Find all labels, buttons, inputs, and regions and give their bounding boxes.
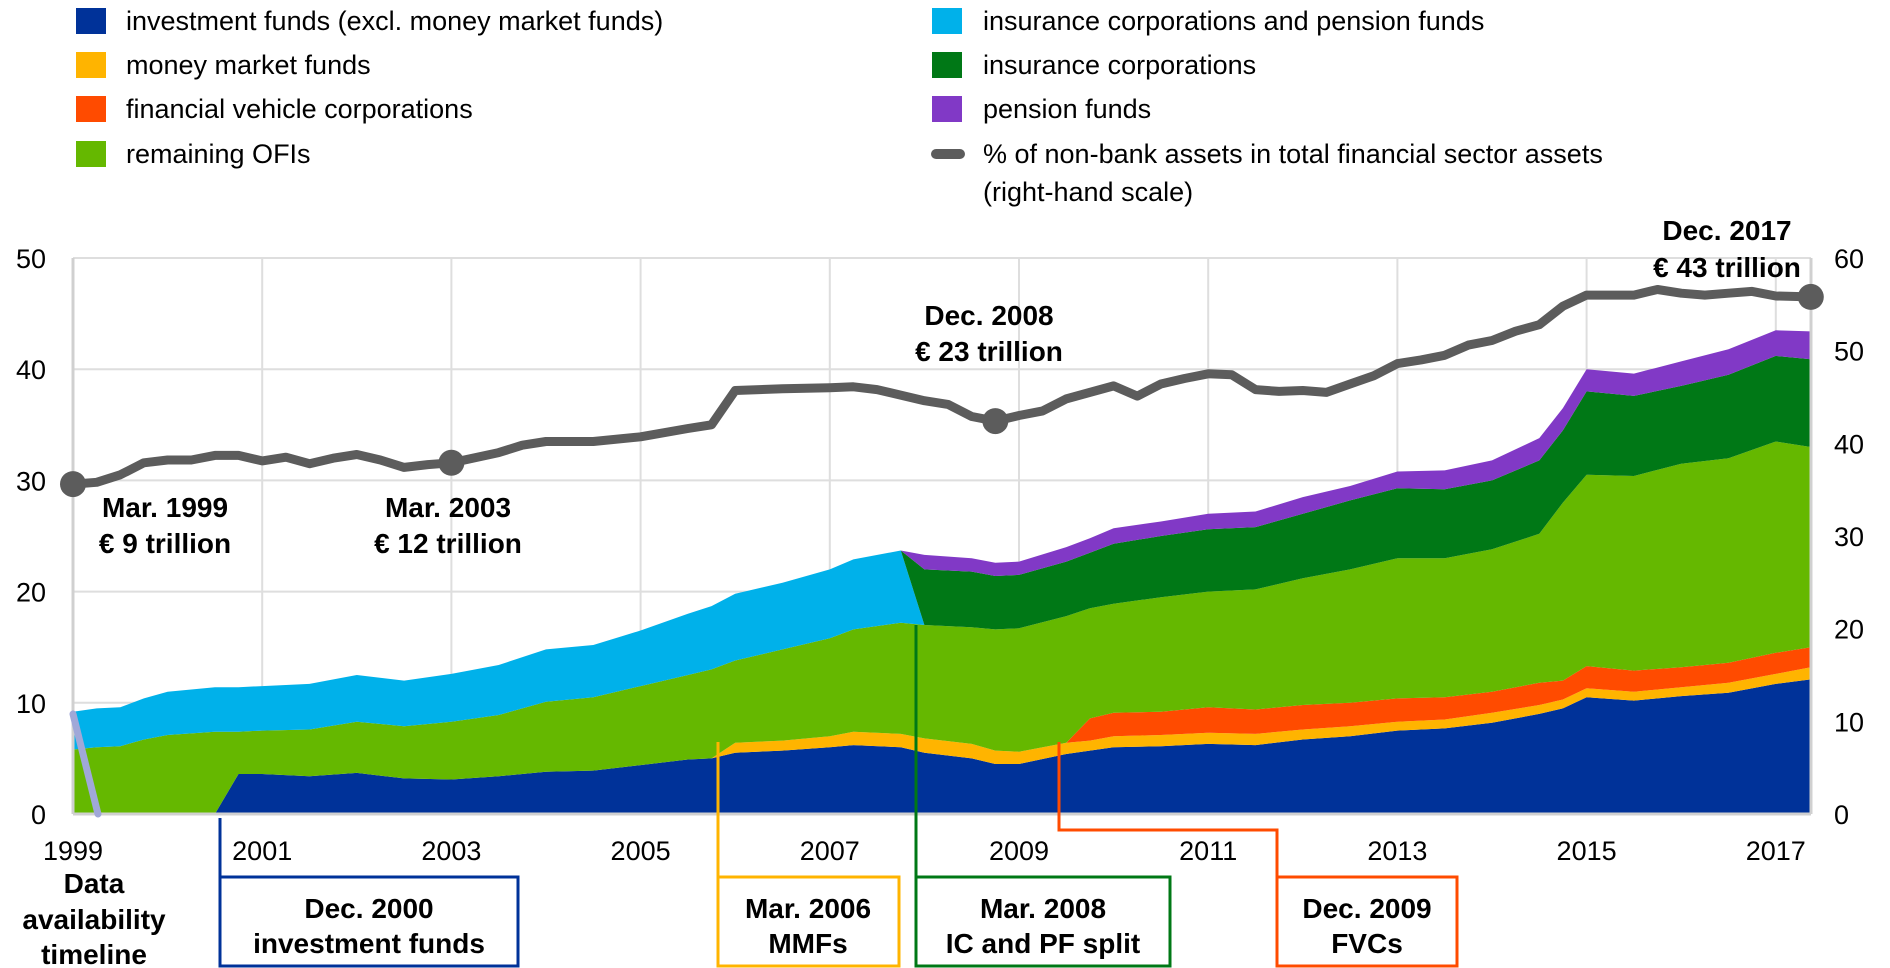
y-left-tick-label: 40 <box>16 355 46 385</box>
legend-label-pension: pension funds <box>983 94 1151 124</box>
area-insurance-corporations <box>900 355 1811 630</box>
x-tick-label: 2003 <box>421 836 481 866</box>
timeline-label-2: availability <box>22 904 166 935</box>
area-remaining-ofis <box>73 441 1811 814</box>
share-line-group <box>60 283 1824 498</box>
y-right-tick-label: 40 <box>1834 429 1864 459</box>
annotation-dec2017-date: Dec. 2017 <box>1662 215 1791 246</box>
legend-label-money-market-funds: money market funds <box>126 50 371 80</box>
y-left-tick-label: 0 <box>31 800 46 830</box>
annotation-dec2008-date: Dec. 2008 <box>924 300 1053 331</box>
y-left-tick-label: 50 <box>16 244 46 274</box>
timeline-box-dec2009-label: FVCs <box>1331 928 1403 959</box>
timeline-box-dec2000 <box>218 875 520 968</box>
legend-label-share-line-2: (right-hand scale) <box>983 177 1193 207</box>
x-tick-label: 2001 <box>232 836 292 866</box>
timeline-box-dec2000-date: Dec. 2000 <box>304 893 433 924</box>
timeline-box-mar2006 <box>716 875 901 968</box>
legend-label-icpf: insurance corporations and pension funds <box>983 6 1484 36</box>
area-pension-funds <box>900 330 1811 576</box>
annotation-mar2003-date: Mar. 2003 <box>385 492 511 523</box>
legend-swatch-remaining-ofis <box>76 141 106 167</box>
area-insurance-corporations-and-pension-funds <box>73 550 925 750</box>
annotation-dec2017-value: € 43 trillion <box>1653 252 1801 283</box>
legend-swatch-fvc <box>76 96 106 122</box>
x-tick-label: 2005 <box>611 836 671 866</box>
timeline-box-dec2000-label: investment funds <box>253 928 485 959</box>
area-financial-vehicle-corporations <box>1066 647 1811 743</box>
y-right-tick-label: 20 <box>1834 615 1864 645</box>
share-line-marker <box>438 449 465 476</box>
y-left-tick-label: 20 <box>16 578 46 608</box>
x-tick-label: 2011 <box>1179 836 1237 866</box>
y-left-tick-label: 10 <box>16 689 46 719</box>
legend: investment funds (excl. money market fun… <box>76 6 1603 207</box>
axes: 0 10 20 30 40 50 0 10 20 30 40 50 60 1999 2001 2003 2005… <box>16 244 1864 866</box>
legend-swatch-investment-funds <box>76 8 106 34</box>
annotations: Mar. 1999 € 9 trillion Mar. 2003 € 12 tr… <box>99 215 1801 559</box>
annotation-mar1999-value: € 9 trillion <box>99 528 231 559</box>
legend-swatch-icpf <box>932 8 962 34</box>
y-right-tick-label: 30 <box>1834 522 1864 552</box>
x-tick-label: 2015 <box>1557 836 1617 866</box>
annotation-mar2003-value: € 12 trillion <box>374 528 522 559</box>
annotation-dec2008-value: € 23 trillion <box>915 336 1063 367</box>
x-tick-label: 2009 <box>989 836 1049 866</box>
legend-label-remaining-ofis: remaining OFIs <box>126 139 311 169</box>
availability-timeline: Data availability timeline Dec. 2000 inv… <box>22 625 1459 968</box>
data-availability-line <box>69 710 102 818</box>
share-line-marker <box>982 408 1009 435</box>
legend-label-insurance: insurance corporations <box>983 50 1256 80</box>
timeline-label-3: timeline <box>41 939 147 968</box>
timeline-box-mar2008-label: IC and PF split <box>946 928 1140 959</box>
legend-swatch-pension <box>932 96 962 122</box>
legend-swatch-insurance <box>932 52 962 78</box>
y-right-tick-label: 50 <box>1834 337 1864 367</box>
stacked-areas <box>73 330 1811 814</box>
y-right-tick-label: 60 <box>1834 244 1864 274</box>
timeline-box-mar2006-date: Mar. 2006 <box>745 893 871 924</box>
timeline-box-mar2008-date: Mar. 2008 <box>980 893 1106 924</box>
share-line-marker <box>60 471 86 498</box>
area-investment-funds-excl-money-market-funds- <box>214 679 1811 814</box>
y-right-tick-label: 10 <box>1834 707 1864 737</box>
timeline-label-1: Data <box>64 868 125 899</box>
y-left-tick-label: 30 <box>16 466 46 496</box>
y-right-tick-label: 0 <box>1834 800 1849 830</box>
legend-swatch-money-market-funds <box>76 52 106 78</box>
annotation-mar1999-date: Mar. 1999 <box>102 492 228 523</box>
legend-label-fvc: financial vehicle corporations <box>126 94 473 124</box>
timeline-box-mar2008 <box>914 875 1172 968</box>
x-tick-label: 2013 <box>1367 836 1427 866</box>
x-tick-label: 2017 <box>1746 836 1806 866</box>
x-tick-label: 1999 <box>43 836 103 866</box>
legend-label-investment-funds: investment funds (excl. money market fun… <box>126 6 663 36</box>
legend-label-share-line: % of non-bank assets in total financial … <box>983 139 1603 169</box>
leader-dec2009 <box>1057 742 1279 877</box>
timeline-box-dec2009 <box>1275 875 1459 968</box>
timeline-box-dec2009-date: Dec. 2009 <box>1302 893 1431 924</box>
timeline-box-mar2006-label: MMFs <box>768 928 847 959</box>
x-tick-label: 2007 <box>800 836 860 866</box>
share-line-marker <box>1797 283 1824 310</box>
